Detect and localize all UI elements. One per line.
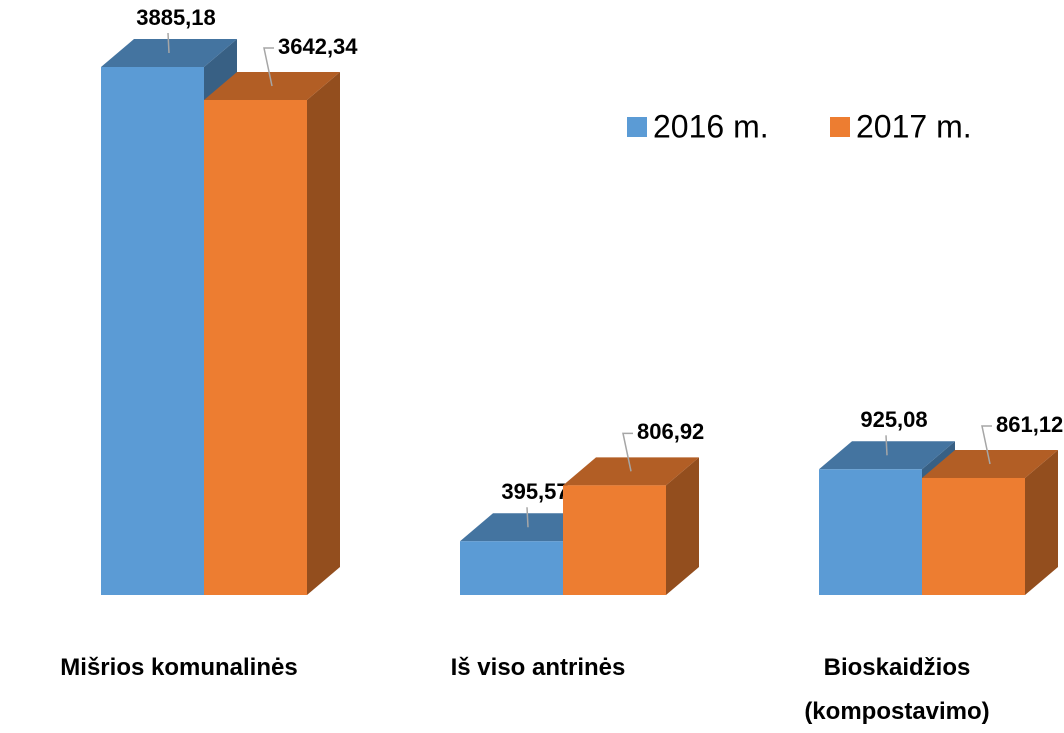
bar	[204, 100, 307, 596]
leader-line	[981, 425, 992, 465]
leader-line	[167, 32, 170, 54]
bar-side	[1025, 449, 1058, 595]
leader-line	[526, 507, 529, 528]
value-label: 3642,34	[278, 34, 358, 59]
legend-swatch	[830, 117, 850, 137]
legend-label: 2016 m.	[653, 108, 769, 144]
bar	[460, 541, 563, 595]
category-label: Iš viso antrinės	[450, 654, 626, 681]
value-label: 395,57	[501, 479, 568, 504]
legend-swatch	[627, 117, 647, 137]
leader-line	[622, 432, 633, 472]
bar	[563, 485, 666, 595]
bar-side	[666, 457, 699, 595]
bar	[101, 67, 204, 595]
legend-label: 2017 m.	[856, 108, 972, 144]
leader-line	[885, 435, 888, 456]
value-label: 861,12	[996, 412, 1063, 437]
value-label: 925,08	[860, 407, 927, 432]
value-label: 806,92	[637, 419, 704, 444]
category-label: Mišrios komunalinės	[60, 654, 298, 681]
category-label: Bioskaidžios (kompostavimo)	[804, 654, 990, 725]
bar-side	[307, 72, 340, 596]
value-label: 3885,18	[136, 5, 216, 30]
bar	[922, 477, 1025, 595]
bar	[819, 469, 922, 595]
leader-line	[263, 47, 274, 87]
